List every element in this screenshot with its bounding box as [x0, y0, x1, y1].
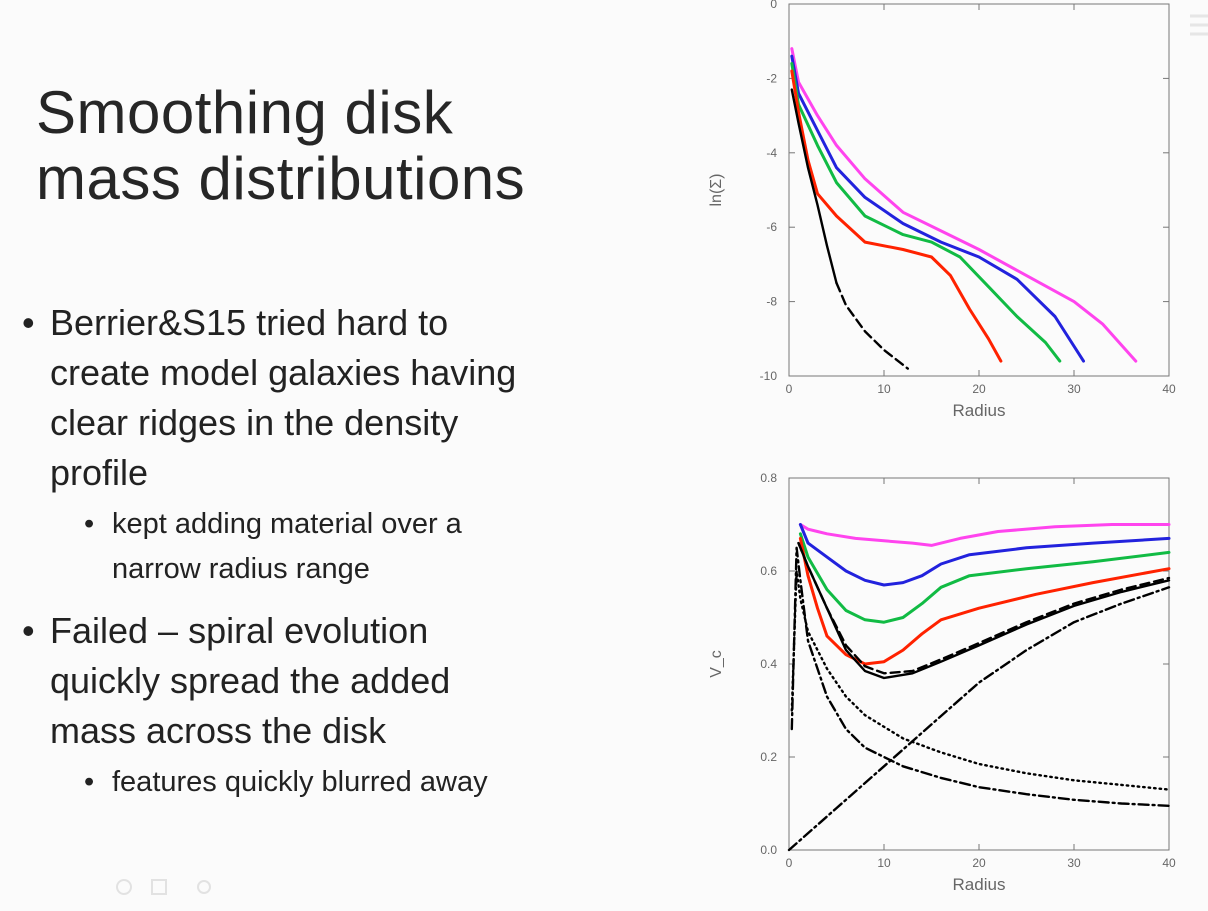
y-axis-label: V_c — [708, 650, 725, 678]
y-tick-label: 0.6 — [760, 564, 777, 578]
y-tick-label: 0.8 — [760, 471, 777, 485]
series-line — [797, 541, 1171, 680]
series-line — [790, 54, 1085, 363]
bullet-dot-icon: • — [84, 766, 95, 798]
x-tick-label: 10 — [877, 856, 891, 870]
x-tick-label: 30 — [1067, 382, 1081, 396]
bullet-dot-icon: • — [22, 302, 35, 343]
edge-menu-icon — [1190, 14, 1208, 36]
y-tick-label: -8 — [766, 295, 777, 309]
x-tick-label: 20 — [972, 856, 986, 870]
x-tick-label: 30 — [1067, 856, 1081, 870]
series-line — [790, 546, 1171, 807]
y-tick-label: 0.2 — [760, 750, 777, 764]
x-tick-label: 20 — [972, 382, 986, 396]
sub-bullet-line: narrow radius range — [112, 553, 370, 585]
sub-bullet-item: • kept adding material over a narrow rad… — [20, 502, 660, 592]
y-tick-label: 0.0 — [760, 843, 777, 857]
y-tick-label: -6 — [766, 220, 777, 234]
bullet-line: create model galaxies having — [50, 352, 517, 393]
slide-toolbar — [116, 879, 211, 895]
bullet-item: • Failed – spiral evolution quickly spre… — [20, 606, 660, 756]
y-axis-label: ln(Σ) — [708, 174, 725, 207]
series-line — [790, 569, 1171, 791]
series-line — [798, 523, 1171, 587]
bullet-line: Failed – spiral evolution — [50, 610, 429, 651]
x-axis-label: Radius — [953, 401, 1006, 420]
rotation-curve-plot: 0 10 20 30 40 0.0 0.2 0.4 0.6 0.8 Radius V_c — [690, 458, 1208, 906]
rotation-curve-svg: 0 10 20 30 40 0.0 0.2 0.4 0.6 0.8 Radius V_c — [708, 471, 1176, 894]
sub-bullet-line: features quickly blurred away — [112, 766, 488, 798]
series-line — [798, 532, 1171, 624]
series-line — [790, 69, 1003, 363]
y-tick-label: 0.4 — [760, 657, 777, 671]
slide-title-line: mass distributions — [36, 145, 526, 212]
series-line — [790, 47, 1138, 363]
sub-bullet-line: kept adding material over a — [112, 508, 462, 540]
series-line — [835, 281, 909, 370]
series-line — [787, 586, 1171, 852]
bullet-dot-icon: • — [22, 610, 35, 651]
y-tick-label: -4 — [766, 146, 777, 160]
y-tick-label: -10 — [760, 369, 778, 383]
bullet-line: quickly spread the added — [50, 660, 451, 701]
plot-frame — [788, 3, 1170, 377]
bullet-line: profile — [50, 452, 149, 493]
bullet-list: • Berrier&S15 tried hard to create model… — [20, 298, 660, 805]
bullet-line: mass across the disk — [50, 710, 387, 751]
slide-toolbar-icon — [116, 879, 211, 895]
series-line — [790, 88, 838, 285]
x-tick-label: 0 — [786, 856, 793, 870]
x-axis-label: Radius — [953, 875, 1006, 894]
bullet-line: Berrier&S15 tried hard to — [50, 302, 449, 343]
series-line — [798, 523, 1171, 547]
x-tick-label: 40 — [1162, 382, 1176, 396]
slide-title-line: Smoothing disk — [36, 79, 454, 146]
sub-bullet-item: • features quickly blurred away — [20, 760, 660, 805]
series-line — [798, 536, 1171, 666]
bullet-line: clear ridges in the density — [50, 402, 459, 443]
x-tick-label: 0 — [786, 382, 793, 396]
y-tick-label: -2 — [766, 71, 777, 85]
density-profile-plot: 0 10 20 30 40 0 -2 -4 -6 -8 -10 Radius ln(Σ) — [690, 0, 1208, 445]
density-profile-svg: 0 10 20 30 40 0 -2 -4 -6 -8 -10 Radius ln(Σ) — [708, 0, 1176, 420]
y-tick-label: 0 — [770, 0, 777, 11]
bullet-item: • Berrier&S15 tried hard to create model… — [20, 298, 660, 498]
x-tick-label: 10 — [877, 382, 891, 396]
slide-title: Smoothing disk mass distributions — [36, 80, 525, 212]
series-line — [790, 62, 1062, 363]
x-tick-label: 40 — [1162, 856, 1176, 870]
bullet-dot-icon: • — [84, 508, 95, 540]
